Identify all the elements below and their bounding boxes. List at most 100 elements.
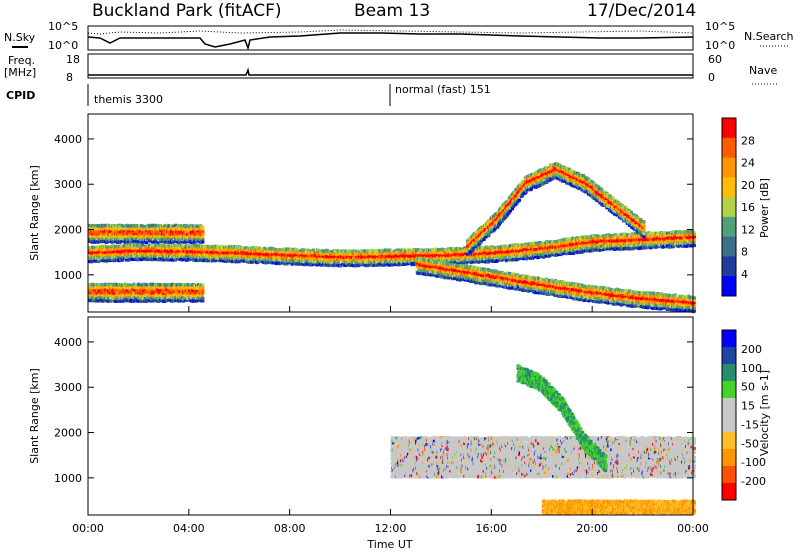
heatmap-cell xyxy=(477,260,481,264)
heatmap-cell xyxy=(375,255,379,259)
noise-left-tick-top: 10^5 xyxy=(48,20,78,33)
heatmap-cell xyxy=(665,233,669,237)
heatmap-cell xyxy=(408,254,412,258)
heatmap-cell xyxy=(189,257,193,261)
heatmap-cell xyxy=(580,247,584,251)
heatmap-cell xyxy=(136,257,140,261)
heatmap-cell xyxy=(132,237,136,241)
freq-panel-frame xyxy=(87,53,694,79)
heatmap-cell xyxy=(196,244,200,248)
heatmap-cell xyxy=(96,245,100,249)
heatmap-cell xyxy=(390,249,394,253)
heatmap-cell xyxy=(249,257,253,261)
heatmap-cell xyxy=(127,246,131,250)
heatmap-cell xyxy=(366,263,370,267)
heatmap-cell xyxy=(232,258,236,262)
heatmap-cell xyxy=(124,238,128,242)
heatmap-cell xyxy=(588,246,592,250)
heatmap-cell xyxy=(384,248,388,252)
heatmap-cell xyxy=(150,229,154,233)
heatmap-cell xyxy=(513,252,517,256)
station-title: Buckland Park (fitACF) xyxy=(92,1,282,21)
heatmap-cell xyxy=(457,261,461,265)
heatmap-cell xyxy=(483,248,487,252)
heatmap-cell xyxy=(110,258,114,262)
heatmap-cell xyxy=(207,258,211,262)
heatmap-cell xyxy=(414,251,418,255)
noise-left-label: N.Sky xyxy=(4,31,36,44)
heatmap-cell xyxy=(545,240,549,244)
heatmap-cell xyxy=(148,223,152,227)
heatmap-cell xyxy=(262,256,266,260)
heatmap-cell xyxy=(151,223,155,227)
heatmap-cell xyxy=(169,252,173,256)
heatmap-cell xyxy=(253,257,257,261)
heatmap-cell xyxy=(181,257,185,261)
heatmap-cell xyxy=(229,250,233,254)
heatmap-cell xyxy=(262,257,266,261)
heatmap-cell xyxy=(125,258,129,262)
heatmap-cell xyxy=(581,241,585,245)
noise-left-tick-bottom: 10^0 xyxy=(48,39,78,52)
heatmap-cell xyxy=(138,239,142,243)
heatmap-cell xyxy=(125,223,129,227)
heatmap-cell xyxy=(374,258,378,262)
heatmap-cell xyxy=(556,245,560,249)
heatmap-cell xyxy=(254,247,258,251)
heatmap-cell xyxy=(417,248,421,252)
heatmap-cell xyxy=(305,259,309,263)
cpid-label: CPID xyxy=(6,89,35,102)
heatmap-cell xyxy=(140,224,144,228)
heatmap-cell xyxy=(508,257,512,261)
heatmap-cell xyxy=(628,232,632,236)
heatmap-cell xyxy=(362,258,366,262)
heatmap-cell xyxy=(632,246,636,250)
heatmap-cell xyxy=(534,255,538,259)
noise-right-tick-bottom: 10^0 xyxy=(705,39,735,52)
heatmap-cell xyxy=(339,264,343,268)
heatmap-cell xyxy=(421,253,425,257)
heatmap-cell xyxy=(562,241,566,245)
heatmap-cell xyxy=(481,246,485,250)
heatmap-cell xyxy=(104,226,108,230)
heatmap-cell xyxy=(252,260,256,264)
heatmap-cell xyxy=(660,239,664,243)
heatmap-cell xyxy=(565,237,569,241)
heatmap-cell xyxy=(115,254,119,258)
heatmap-cell xyxy=(222,259,226,263)
heatmap-cell xyxy=(578,245,582,249)
heatmap-cell xyxy=(119,253,123,257)
heatmap-cell xyxy=(211,247,215,251)
heatmap-cell xyxy=(497,245,501,249)
heatmap-cell xyxy=(368,249,372,253)
heatmap-cell xyxy=(179,248,183,252)
beam-title: Beam 13 xyxy=(354,1,430,21)
heatmap-cell xyxy=(132,255,136,259)
heatmap-cell xyxy=(126,229,130,233)
heatmap-cell xyxy=(149,232,153,236)
heatmap-cell xyxy=(102,248,106,252)
heatmap-cell xyxy=(486,260,490,264)
heatmap-cell xyxy=(442,253,446,257)
heatmap-cell xyxy=(308,254,312,258)
heatmap-cell xyxy=(617,244,621,248)
heatmap-cell xyxy=(123,249,127,253)
heatmap-cell xyxy=(388,248,392,252)
heatmap-cell xyxy=(152,256,156,260)
heatmap-cell xyxy=(686,240,690,244)
heatmap-cell xyxy=(151,252,155,256)
heatmap-cell xyxy=(672,233,676,237)
heatmap-cell xyxy=(460,247,464,251)
heatmap-cell xyxy=(373,249,377,253)
heatmap-cell xyxy=(260,247,264,251)
date-title: 17/Dec/2014 xyxy=(587,1,696,21)
heatmap-cell xyxy=(474,253,478,257)
heatmap-cell xyxy=(89,257,93,261)
heatmap-cell xyxy=(134,232,138,236)
heatmap-cell xyxy=(127,258,131,262)
heatmap-cell xyxy=(187,248,191,252)
heatmap-cell xyxy=(540,249,544,253)
heatmap-cell xyxy=(351,255,355,259)
heatmap-cell xyxy=(644,241,648,245)
heatmap-cell xyxy=(139,247,143,251)
